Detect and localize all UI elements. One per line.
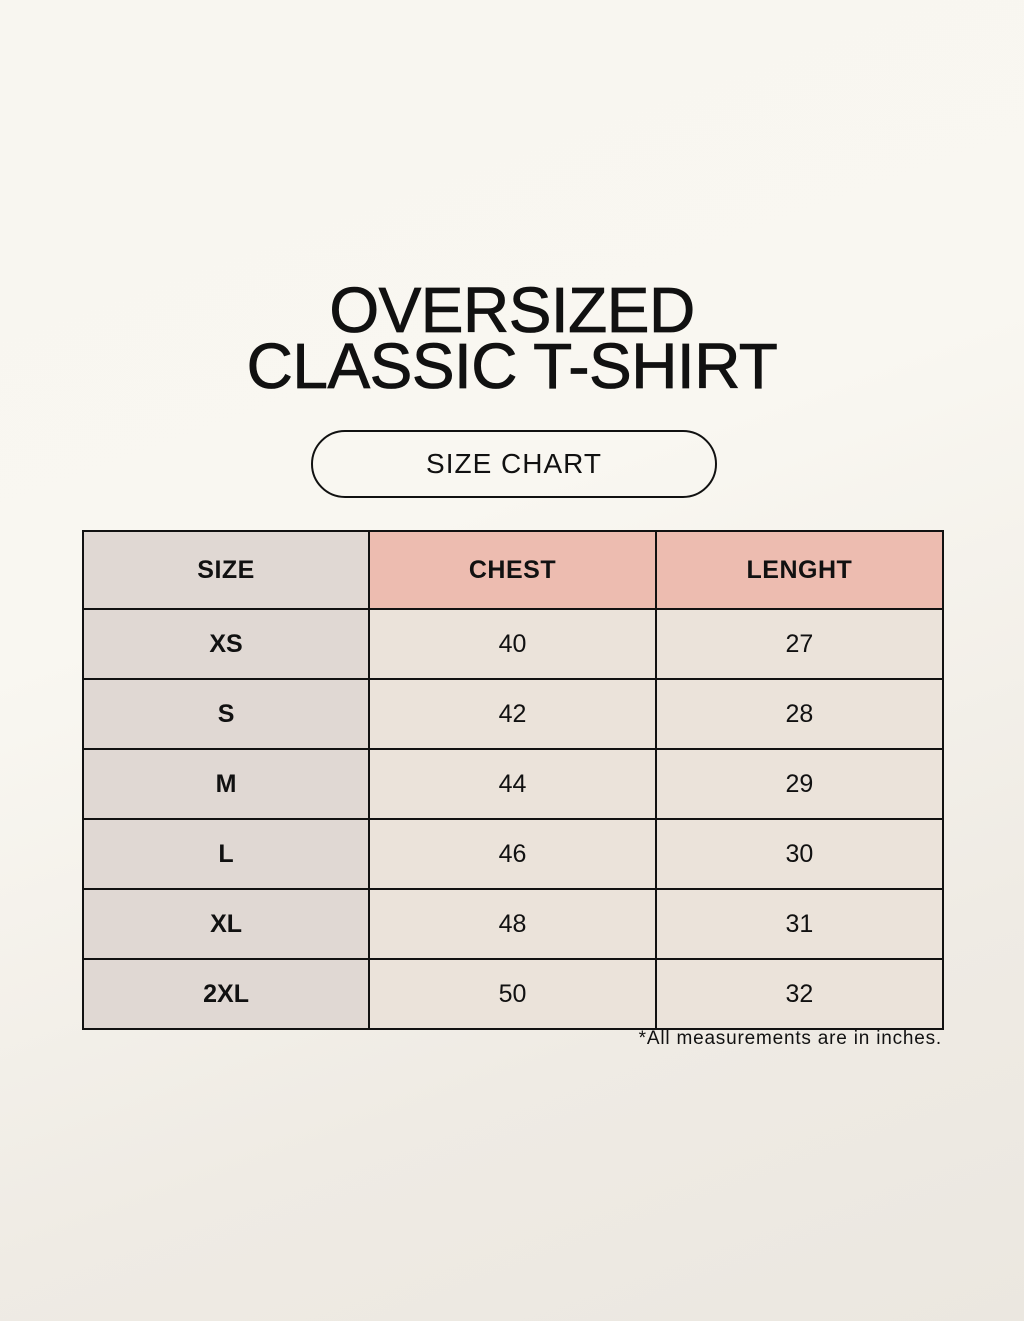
table-row: L 46 30 [81, 818, 945, 890]
header-size: SIZE [81, 530, 371, 610]
cell-length: 32 [654, 958, 945, 1030]
cell-chest: 48 [368, 888, 657, 960]
table-header-row: SIZE CHEST LENGHT [81, 530, 945, 610]
title-line-2: CLASSIC T-SHIRT [246, 330, 778, 402]
cell-size: XS [81, 608, 371, 680]
cell-chest: 46 [368, 818, 657, 890]
size-chart-badge: SIZE CHART [311, 430, 717, 498]
size-table: SIZE CHEST LENGHT XS 40 27 S 42 28 M 44 29 L 46 30 X… [81, 530, 945, 1030]
header-length: LENGHT [654, 530, 945, 610]
title-line-1: OVERSIZED [329, 274, 696, 346]
page-title: OVERSIZED CLASSIC T-SHIRT [0, 274, 1024, 402]
cell-chest: 44 [368, 748, 657, 820]
table-row: 2XL 50 32 [81, 958, 945, 1030]
cell-chest: 50 [368, 958, 657, 1030]
cell-length: 27 [654, 608, 945, 680]
cell-length: 28 [654, 678, 945, 750]
cell-length: 30 [654, 818, 945, 890]
table-row: XS 40 27 [81, 608, 945, 680]
cell-size: 2XL [81, 958, 371, 1030]
cell-size: S [81, 678, 371, 750]
cell-chest: 42 [368, 678, 657, 750]
cell-size: XL [81, 888, 371, 960]
cell-chest: 40 [368, 608, 657, 680]
table-row: XL 48 31 [81, 888, 945, 960]
cell-size: L [81, 818, 371, 890]
table-row: M 44 29 [81, 748, 945, 820]
table-row: S 42 28 [81, 678, 945, 750]
cell-length: 31 [654, 888, 945, 960]
cell-size: M [81, 748, 371, 820]
header-chest: CHEST [368, 530, 657, 610]
measurement-note: *All measurements are in inches. [638, 1028, 942, 1049]
cell-length: 29 [654, 748, 945, 820]
